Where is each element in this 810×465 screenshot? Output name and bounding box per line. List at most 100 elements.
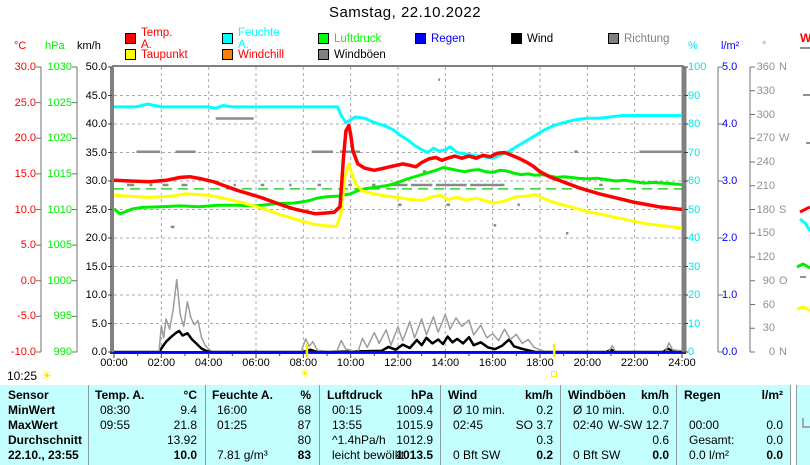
table-cell-label: 01:25 xyxy=(217,418,248,432)
tick-direction: 30 xyxy=(762,322,775,335)
tick-humidity: 60 xyxy=(688,175,701,187)
table-cell-value: 83 xyxy=(297,448,311,462)
table-cell-value: W-SW 12.7 xyxy=(607,418,669,432)
series-windb-en xyxy=(114,278,683,353)
tick-time: 10:00 xyxy=(336,357,365,369)
next-panel-label: W xyxy=(800,31,810,45)
table-row-label: Durchschnitt xyxy=(8,433,83,447)
sunshine-duration-value: 10:25 xyxy=(7,369,38,383)
table-cell-value: 87 xyxy=(297,418,311,432)
tick-time: 18:00 xyxy=(526,357,554,369)
tick-humidity: 30 xyxy=(688,260,701,273)
tick-direction-letter: S xyxy=(779,203,787,216)
tick-rain: 1.0 xyxy=(722,289,738,301)
tick-time: 06:00 xyxy=(242,357,270,369)
legend-item-richtung: Richtung xyxy=(608,32,669,45)
chart-plot[interactable] xyxy=(0,0,810,384)
tick-windspeed: 30.0 xyxy=(85,175,107,187)
table-cell-label: 13:55 xyxy=(332,418,363,432)
tick-time: 08:00 xyxy=(289,357,318,369)
legend-item-regen: Regen xyxy=(415,32,465,45)
table-row-label: 22.10., 23:55 xyxy=(8,448,79,462)
legend-color-box xyxy=(318,33,329,44)
tick-rain: 2.0 xyxy=(722,232,738,244)
table-cell-value: 0.6 xyxy=(652,433,669,447)
series-luftdruck xyxy=(113,166,683,216)
tick-temp: 15.0 xyxy=(14,167,36,180)
tick-windspeed: 35.0 xyxy=(85,146,107,159)
tick-direction: 180 xyxy=(756,203,775,216)
tick-pressure: 1010 xyxy=(47,203,72,216)
axis-unit-pressure: hPa xyxy=(45,40,65,52)
table-row-label: Sensor xyxy=(8,388,49,402)
legend-label: Regen xyxy=(431,32,465,45)
tick-direction: 270 xyxy=(756,132,775,145)
tick-rain: 4.0 xyxy=(722,118,738,130)
table-col-unit: °C xyxy=(183,388,197,402)
tick-direction: 210 xyxy=(756,179,775,192)
table-column-separator xyxy=(790,385,791,465)
tick-humidity: 80 xyxy=(688,118,701,130)
legend-color-box xyxy=(222,33,233,44)
table-cell-value: 68 xyxy=(297,403,311,417)
tick-rain: 0.0 xyxy=(722,346,738,358)
legend-label: Luftdruck xyxy=(334,32,382,45)
page-title: Samstag, 22.10.2022 xyxy=(328,4,482,21)
table-cell-label: Gesamt: xyxy=(689,433,735,447)
table-cell-value: 9.4 xyxy=(180,403,197,417)
table-cell-value: 0.2 xyxy=(536,403,553,417)
axis-unit-temp: °C xyxy=(14,40,27,52)
stats-table-background xyxy=(0,385,790,465)
tick-windspeed: 50.0 xyxy=(85,61,107,73)
tick-humidity: 0 xyxy=(688,346,695,358)
tick-direction-letter: N xyxy=(779,346,787,358)
legend-label: Taupunkt xyxy=(141,48,188,61)
legend-item-taupunkt: Taupunkt xyxy=(125,48,188,61)
tick-time: 12:00 xyxy=(384,357,412,369)
table-col-header: Feuchte A. xyxy=(212,388,273,402)
table-cell-value: 1009.4 xyxy=(396,403,433,417)
axis-unit-humidity: % xyxy=(688,40,698,52)
table-column-separator xyxy=(676,385,677,465)
tick-rain: 5.0 xyxy=(722,61,738,73)
table-col-unit: % xyxy=(300,388,311,402)
tick-temp: 30.0 xyxy=(14,61,36,73)
tick-humidity: 50 xyxy=(688,203,701,216)
tick-temp: -10.0 xyxy=(10,346,36,358)
tick-direction: 60 xyxy=(762,298,775,311)
table-cell-value: 80 xyxy=(297,433,311,447)
table-cell-label: 0 Bft SW xyxy=(453,448,501,462)
legend-label: Feuchte A. xyxy=(238,26,280,51)
table-cell-value: 0.3 xyxy=(536,433,553,447)
table-column-separator xyxy=(88,385,89,465)
next-panel-fragment xyxy=(796,305,810,313)
legend-item-feuchte-a-: Feuchte A. xyxy=(222,27,280,51)
tick-humidity: 90 xyxy=(688,89,701,102)
axis-unit-windspeed: km/h xyxy=(77,40,101,52)
tick-time: 16:00 xyxy=(478,357,507,369)
tick-pressure: 1025 xyxy=(47,96,72,109)
table-cell-value: 10.0 xyxy=(173,448,197,462)
table-cell-value: 13.92 xyxy=(166,433,197,447)
axis-unit-direction: ° xyxy=(762,40,767,52)
tick-direction-letter: O xyxy=(779,274,788,287)
legend-item-windb-en: Windböen xyxy=(318,48,386,61)
table-cell-value: 0.0 xyxy=(766,418,783,432)
tick-time: 02:00 xyxy=(147,357,176,369)
axis-unit-rain: l/m² xyxy=(721,40,740,52)
tick-windspeed: 40.0 xyxy=(85,118,107,130)
table-column-separator xyxy=(796,385,797,465)
legend-label: Temp. A. xyxy=(141,26,173,51)
tick-humidity: 40 xyxy=(688,232,701,244)
legend-item-temp-a-: Temp. A. xyxy=(125,27,172,51)
tick-direction: 330 xyxy=(756,84,775,97)
tick-windspeed: 5.0 xyxy=(91,317,107,330)
tick-temp: 5.0 xyxy=(20,239,36,252)
legend-label: Windböen xyxy=(334,48,386,61)
sunshine-duration: 10:25 ☀ xyxy=(7,369,53,383)
table-cell-label: 09:55 xyxy=(100,418,131,432)
tick-windspeed: 0.0 xyxy=(91,346,107,358)
legend-color-box xyxy=(318,49,329,60)
table-cell-value: 0.0 xyxy=(766,448,783,462)
